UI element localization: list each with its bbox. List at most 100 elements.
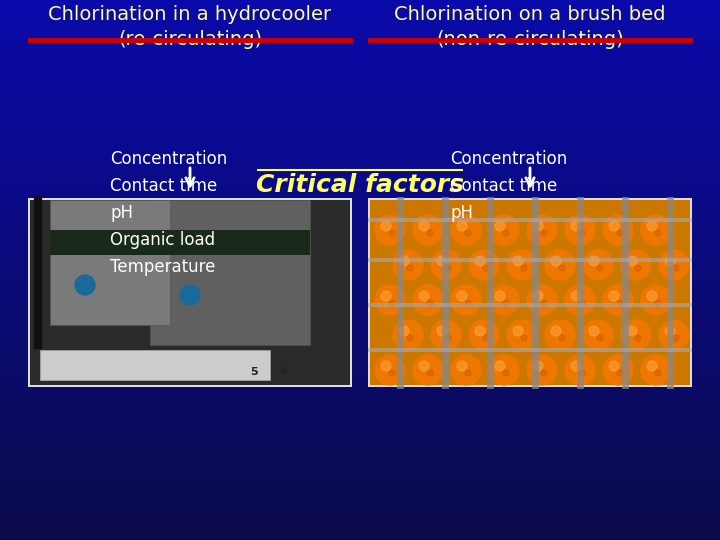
- Bar: [0, 474, 720, 475]
- Bar: [0, 304, 720, 305]
- Bar: [0, 85, 720, 86]
- Bar: [0, 355, 720, 356]
- Bar: [0, 155, 720, 156]
- Bar: [0, 334, 720, 335]
- Bar: [0, 233, 720, 234]
- Bar: [0, 129, 720, 130]
- Bar: [0, 203, 720, 204]
- Bar: [0, 424, 720, 425]
- Bar: [0, 258, 720, 259]
- Bar: [0, 420, 720, 421]
- Bar: [0, 430, 720, 431]
- Bar: [0, 468, 720, 469]
- Bar: [0, 455, 720, 456]
- Bar: [0, 333, 720, 334]
- Bar: [0, 466, 720, 467]
- Bar: [0, 251, 720, 252]
- Bar: [0, 301, 720, 302]
- Bar: [0, 317, 720, 318]
- Bar: [0, 351, 720, 352]
- Bar: [0, 204, 720, 205]
- Bar: [0, 132, 720, 133]
- Bar: [0, 166, 720, 167]
- Bar: [0, 206, 720, 207]
- Bar: [0, 55, 720, 56]
- Bar: [0, 237, 720, 238]
- Bar: [0, 413, 720, 414]
- Bar: [0, 228, 720, 229]
- Bar: [0, 230, 720, 231]
- Text: Concentration: Concentration: [450, 150, 567, 168]
- Bar: [0, 110, 720, 111]
- Bar: [0, 310, 720, 311]
- Bar: [0, 91, 720, 92]
- Text: Chlorination in a hydrocooler: Chlorination in a hydrocooler: [48, 5, 332, 24]
- Circle shape: [589, 326, 599, 336]
- Bar: [0, 382, 720, 383]
- Bar: [0, 226, 720, 227]
- Bar: [0, 311, 720, 312]
- Circle shape: [507, 320, 537, 350]
- Text: (re-circulating): (re-circulating): [118, 30, 262, 49]
- Bar: [0, 221, 720, 222]
- Bar: [0, 319, 720, 320]
- Bar: [0, 500, 720, 501]
- Bar: [0, 496, 720, 497]
- Bar: [0, 284, 720, 285]
- Bar: [0, 390, 720, 391]
- Bar: [0, 23, 720, 24]
- Bar: [0, 208, 720, 209]
- Circle shape: [655, 370, 661, 376]
- Circle shape: [641, 285, 671, 315]
- Bar: [0, 465, 720, 466]
- Bar: [0, 288, 720, 289]
- Bar: [0, 218, 720, 219]
- Bar: [0, 159, 720, 160]
- Bar: [0, 223, 720, 224]
- Bar: [0, 185, 720, 186]
- Bar: [0, 512, 720, 513]
- Bar: [0, 71, 720, 72]
- Bar: [0, 61, 720, 62]
- Bar: [0, 361, 720, 362]
- Bar: [0, 16, 720, 17]
- Bar: [0, 135, 720, 136]
- Circle shape: [407, 265, 413, 271]
- Circle shape: [389, 300, 395, 306]
- Circle shape: [427, 230, 433, 236]
- Bar: [0, 80, 720, 81]
- Text: 4: 4: [280, 367, 288, 377]
- Bar: [0, 54, 720, 55]
- Bar: [0, 217, 720, 218]
- Bar: [0, 366, 720, 367]
- Bar: [0, 219, 720, 220]
- Bar: [0, 146, 720, 147]
- Circle shape: [527, 215, 557, 245]
- Bar: [0, 249, 720, 250]
- Circle shape: [381, 221, 391, 231]
- Bar: [0, 442, 720, 443]
- Bar: [0, 519, 720, 520]
- Bar: [0, 9, 720, 10]
- Bar: [0, 192, 720, 193]
- Bar: [0, 486, 720, 487]
- Circle shape: [451, 355, 481, 385]
- Circle shape: [393, 320, 423, 350]
- Bar: [0, 266, 720, 267]
- Circle shape: [527, 285, 557, 315]
- Bar: [0, 476, 720, 477]
- Bar: [0, 295, 720, 296]
- Bar: [0, 259, 720, 260]
- Bar: [0, 477, 720, 478]
- Bar: [0, 209, 720, 210]
- Circle shape: [465, 300, 471, 306]
- Bar: [0, 35, 720, 36]
- Circle shape: [445, 335, 451, 341]
- Bar: [0, 76, 720, 77]
- Bar: [0, 52, 720, 53]
- Bar: [0, 323, 720, 324]
- Bar: [0, 149, 720, 150]
- Circle shape: [413, 285, 443, 315]
- Bar: [0, 386, 720, 387]
- Bar: [0, 324, 720, 325]
